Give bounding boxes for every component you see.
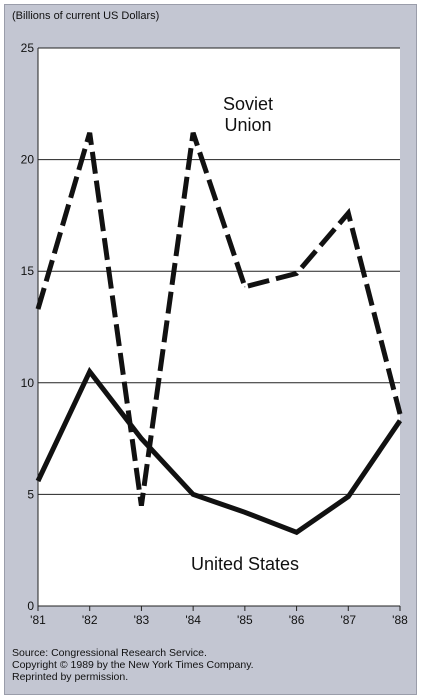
reprint-line: Reprinted by permission.: [12, 671, 129, 683]
x-tick-label: '84: [185, 613, 201, 627]
series-label: Union: [224, 115, 271, 135]
x-tick-label: '85: [237, 613, 253, 627]
series-label: United States: [191, 554, 299, 574]
soviet-union-point: [244, 286, 246, 288]
series-label: Soviet: [223, 94, 273, 114]
x-tick-label: '87: [340, 613, 356, 627]
united-states-point: [89, 371, 91, 373]
y-tick-label: 25: [21, 41, 35, 55]
units-label: (Billions of current US Dollars): [12, 10, 160, 22]
x-tick-label: '83: [134, 613, 150, 627]
soviet-union-point: [296, 272, 298, 274]
soviet-union-point: [37, 308, 39, 310]
soviet-union-point: [192, 132, 194, 134]
soviet-union-point: [347, 212, 349, 214]
united-states-point: [399, 420, 401, 422]
source-note: Source: Congressional Research Service. …: [12, 647, 254, 683]
united-states-point: [296, 531, 298, 533]
y-tick-label: 5: [27, 487, 34, 501]
x-tick-label: '88: [392, 613, 408, 627]
united-states-point: [37, 480, 39, 482]
united-states-point: [347, 496, 349, 498]
soviet-union-point: [140, 505, 142, 507]
soviet-union-point: [89, 132, 91, 134]
x-tick-label: '81: [30, 613, 46, 627]
united-states-line: [35, 366, 403, 536]
y-tick-label: 20: [21, 153, 35, 167]
y-tick-label: 10: [21, 376, 35, 390]
y-tick-label: 0: [27, 599, 34, 613]
soviet-union-line: [35, 132, 403, 506]
x-tick-label: '82: [82, 613, 98, 627]
plot-area: [38, 48, 400, 606]
united-states-point: [244, 511, 246, 513]
y-tick-label: 15: [21, 264, 35, 278]
copyright-line: Copyright © 1989 by the New York Times C…: [12, 659, 254, 671]
united-states-point: [140, 438, 142, 440]
x-tick-label: '86: [289, 613, 305, 627]
soviet-union-point: [399, 413, 401, 415]
united-states-point: [192, 493, 194, 495]
source-line: Source: Congressional Research Service.: [12, 647, 207, 659]
